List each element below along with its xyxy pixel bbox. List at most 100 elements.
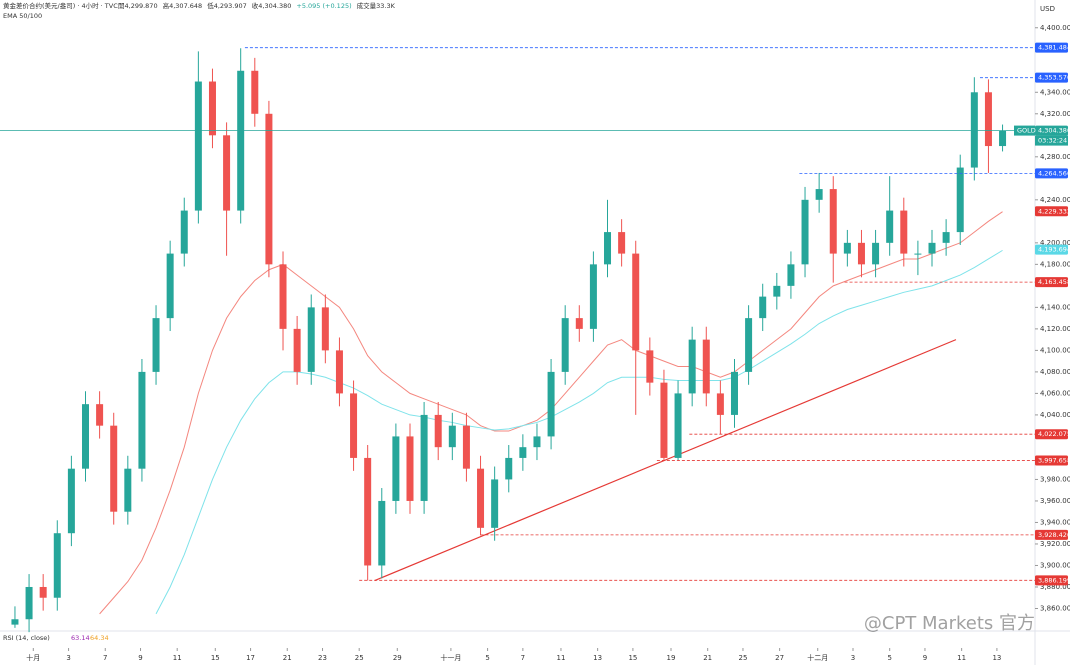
price-label-box: [1035, 206, 1068, 217]
price-label: 4,022.075: [1038, 430, 1070, 438]
candle-body: [759, 296, 767, 319]
candle-body: [491, 479, 499, 528]
candle-body: [716, 393, 724, 415]
price-label: 3,886.199: [1038, 576, 1070, 584]
candle-body: [872, 242, 880, 265]
candle-body: [392, 436, 400, 501]
candle-body: [335, 350, 343, 394]
candle-body: [843, 242, 851, 254]
candle-body: [984, 92, 992, 147]
x-tick-label: 13: [593, 654, 602, 662]
candle-body: [999, 130, 1007, 147]
y-tick-label: 4,240.000: [1040, 196, 1070, 204]
candle-body: [928, 242, 936, 254]
y-tick-label: 4,040.000: [1040, 411, 1070, 419]
candle-body: [420, 414, 428, 501]
candle-body: [547, 371, 555, 437]
y-tick-label: 4,180.000: [1040, 260, 1070, 268]
y-tick-label: 4,280.000: [1040, 153, 1070, 161]
candle-body: [618, 232, 626, 254]
y-tick-label: 4,080.000: [1040, 368, 1070, 376]
candle-body: [745, 318, 753, 372]
candle-body: [970, 92, 978, 168]
candle-body: [180, 210, 188, 254]
watermark: @CPT Markets 官方: [864, 613, 1035, 634]
legend-value: 高4,307.648: [163, 1, 203, 10]
rsi-value: 63.14: [71, 634, 90, 642]
candle-body: [477, 468, 485, 528]
candle-body: [730, 371, 738, 415]
candle-body: [223, 135, 231, 211]
price-label-box: [1035, 244, 1068, 255]
x-tick-label: 十二月: [807, 653, 828, 662]
y-tick-label: 3,920.000: [1040, 540, 1070, 548]
x-tick-label: 9: [138, 654, 142, 662]
candle-body: [801, 199, 809, 265]
candle-body: [815, 189, 823, 200]
x-tick-label: 3: [851, 654, 855, 662]
candle-body: [53, 533, 61, 598]
y-tick-label: 4,320.000: [1040, 110, 1070, 118]
candle-body: [519, 447, 527, 458]
price-label-box: [1035, 455, 1068, 466]
candle-body: [702, 339, 710, 394]
candle-body: [237, 70, 245, 211]
countdown-box: [1035, 135, 1068, 146]
x-tick-label: 19: [667, 654, 676, 662]
price-label-box: [1035, 42, 1068, 53]
legend-value: 開4,299.870: [118, 2, 158, 10]
chart-title: 黄金差价合约(美元/盎司) · 4小时 · TVC: [3, 1, 118, 10]
candle-body: [787, 264, 795, 286]
x-tick-label: 27: [775, 654, 784, 662]
x-tick-label: 13: [992, 654, 1001, 662]
candle-body: [124, 468, 132, 512]
candle-body: [773, 285, 781, 297]
candle-body: [505, 457, 513, 480]
symbol-tag-box: [1014, 125, 1035, 136]
x-tick-label: 23: [318, 654, 327, 662]
y-tick-label: 4,200.000: [1040, 239, 1070, 247]
candle-body: [138, 371, 146, 469]
candle-body: [208, 81, 216, 136]
y-tick-label: 4,340.000: [1040, 88, 1070, 96]
x-tick-label: 11: [556, 654, 565, 662]
countdown: 03:32:24: [1038, 137, 1067, 145]
y-tick-label: 3,940.000: [1040, 518, 1070, 526]
legend-value: +5.095 (+0.125): [296, 2, 351, 10]
x-tick-label: 15: [211, 654, 220, 662]
price-label-box: [1035, 125, 1068, 136]
x-tick-label: 9: [923, 654, 927, 662]
y-tick-label: 3,900.000: [1040, 561, 1070, 569]
y-tick-label: 4,100.000: [1040, 346, 1070, 354]
candle-body: [956, 167, 964, 233]
x-tick-label: 25: [738, 654, 747, 662]
x-tick-label: 7: [103, 654, 107, 662]
y-tick-label: 3,980.000: [1040, 475, 1070, 483]
price-label-box: [1035, 529, 1068, 540]
candle-body: [646, 350, 654, 383]
price-label: 4,193.694: [1038, 246, 1070, 254]
candle-body: [251, 70, 259, 114]
x-tick-label: 5: [485, 654, 489, 662]
trendline: [374, 339, 957, 582]
x-tick-label: 7: [521, 654, 525, 662]
symbol-tag: GOLD: [1017, 127, 1036, 135]
candle-body: [632, 253, 640, 351]
candle-body: [307, 307, 315, 372]
x-tick-label: 17: [246, 654, 255, 662]
price-label-box: [1035, 575, 1068, 586]
price-label-box: [1035, 168, 1068, 179]
x-tick-label: 十月: [26, 653, 40, 662]
x-tick-label: 21: [703, 654, 712, 662]
candle-body: [39, 586, 47, 598]
price-label-box: [1035, 277, 1068, 288]
price-label-box: [1035, 72, 1068, 83]
candle-body: [462, 425, 470, 469]
candle-body: [194, 81, 202, 211]
candle-body: [96, 404, 104, 426]
candle-body: [279, 264, 287, 329]
price-label: 4,381.484: [1038, 44, 1070, 52]
currency-label: USD: [1040, 5, 1055, 13]
x-tick-label: 21: [283, 654, 292, 662]
